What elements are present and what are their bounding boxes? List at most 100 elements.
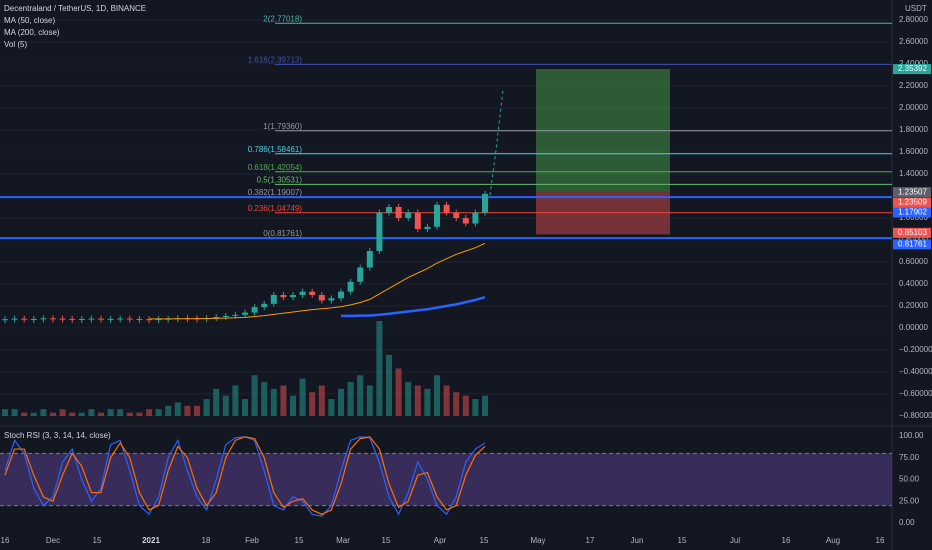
- fib-label: 2(2.77018): [263, 14, 302, 23]
- fib-label: 0.5(1.30531): [257, 176, 303, 185]
- ma50-line: [149, 242, 486, 320]
- volume-bar: [184, 405, 191, 416]
- volume-bar: [222, 395, 229, 416]
- x-tick-label: 18: [202, 536, 211, 545]
- y-tick-label: −0.60000: [899, 389, 932, 398]
- x-tick-label: 17: [586, 536, 595, 545]
- volume-bar: [146, 409, 152, 416]
- y-tick-label: 0.40000: [899, 279, 928, 288]
- candle: [69, 318, 76, 320]
- candle: [424, 226, 431, 229]
- x-tick-label: Dec: [46, 536, 60, 545]
- volume-bar: [2, 409, 8, 416]
- candle: [395, 207, 402, 218]
- stoch-tick-label: 50.00: [899, 475, 920, 484]
- price-tag: [893, 187, 931, 198]
- volume-bar: [78, 412, 85, 416]
- candle: [386, 207, 392, 213]
- candle: [88, 318, 95, 320]
- x-tick-label: Feb: [245, 536, 259, 545]
- volume-bar: [174, 402, 181, 416]
- volume-bar: [117, 409, 124, 416]
- candle: [270, 295, 277, 304]
- stoch-tick-label: 75.00: [899, 453, 920, 462]
- y-tick-label: −0.80000: [899, 411, 932, 420]
- stoch-tick-label: 25.00: [899, 496, 920, 505]
- x-tick-label: 16: [1, 536, 10, 545]
- x-tick-label: 16: [876, 536, 885, 545]
- projection: [489, 89, 504, 196]
- x-tick-label: 15: [295, 536, 304, 545]
- price-tag: [893, 207, 931, 218]
- fib-label: 1.618(2.39713): [248, 55, 303, 64]
- stoch-band: [0, 453, 892, 506]
- volume-bar: [203, 399, 210, 416]
- candle: [59, 318, 66, 320]
- x-tick-label: 15: [678, 536, 687, 545]
- volume-bar: [366, 385, 373, 416]
- price-tag-label: 1.23509: [898, 198, 927, 207]
- volume-bar: [69, 412, 76, 416]
- y-tick-label: −0.20000: [899, 345, 932, 354]
- price-tag: [893, 239, 931, 250]
- candle: [11, 318, 18, 320]
- fib-label: 0.236(1.04749): [248, 204, 303, 213]
- candle: [414, 212, 421, 229]
- candle: [107, 318, 114, 320]
- volume-bar: [338, 388, 344, 416]
- volume-bar: [386, 354, 392, 416]
- volume-bar: [472, 399, 479, 416]
- candle: [213, 317, 220, 319]
- volume-bar: [165, 405, 172, 416]
- candle: [318, 295, 325, 301]
- indicator: MA (50, close): [4, 16, 55, 25]
- candle: [222, 315, 229, 317]
- candle: [261, 303, 268, 308]
- candle: [290, 295, 296, 298]
- price-tag-label: 0.85103: [898, 228, 927, 237]
- price-tag-label: 0.81761: [898, 240, 927, 249]
- x-tick-label: Jun: [631, 536, 644, 545]
- x-tick-label: Aug: [826, 536, 840, 545]
- candle: [405, 212, 412, 218]
- volume-bar: [98, 412, 104, 416]
- y-tick-label: 2.00000: [899, 103, 928, 112]
- volume-bar: [318, 385, 325, 416]
- x-tick-label: Apr: [434, 536, 447, 545]
- y-tick-label: 1.60000: [899, 147, 928, 156]
- volume-bar: [59, 409, 66, 416]
- volume-bar: [40, 409, 47, 416]
- price-tag: [893, 64, 931, 75]
- volume-bar: [395, 368, 402, 416]
- candle: [472, 212, 479, 224]
- volume-bar: [376, 321, 383, 416]
- y-tick-label: 2.40000: [899, 59, 928, 68]
- price-tag-label: 1.23507: [898, 187, 927, 196]
- candle: [376, 212, 383, 251]
- stoch-title: Stoch RSI (3, 3, 14, 14, close): [4, 431, 111, 440]
- candle: [443, 204, 450, 213]
- y-tick-label: −0.40000: [899, 367, 932, 376]
- volume-bar: [290, 395, 296, 416]
- fib-label: 0.382(1.19007): [248, 188, 303, 197]
- candle: [117, 318, 124, 320]
- volume-bar: [136, 412, 143, 416]
- volume-bar: [251, 375, 258, 416]
- candle: [280, 295, 287, 298]
- candle: [328, 298, 335, 301]
- volume-bar: [194, 405, 200, 416]
- x-tick-label: 2021: [142, 536, 160, 545]
- y-tick-label: 0.60000: [899, 257, 928, 266]
- volume-bar: [213, 388, 220, 416]
- price-tag: [893, 227, 931, 238]
- volume-bar: [443, 385, 450, 416]
- candle: [482, 193, 488, 213]
- x-tick-label: Jul: [730, 536, 740, 545]
- candle: [462, 218, 469, 224]
- price-tag-label: 1.17902: [898, 208, 927, 217]
- candle: [242, 312, 248, 315]
- candle: [136, 318, 143, 320]
- x-tick-label: Mar: [336, 536, 350, 545]
- volume-bar: [482, 395, 488, 416]
